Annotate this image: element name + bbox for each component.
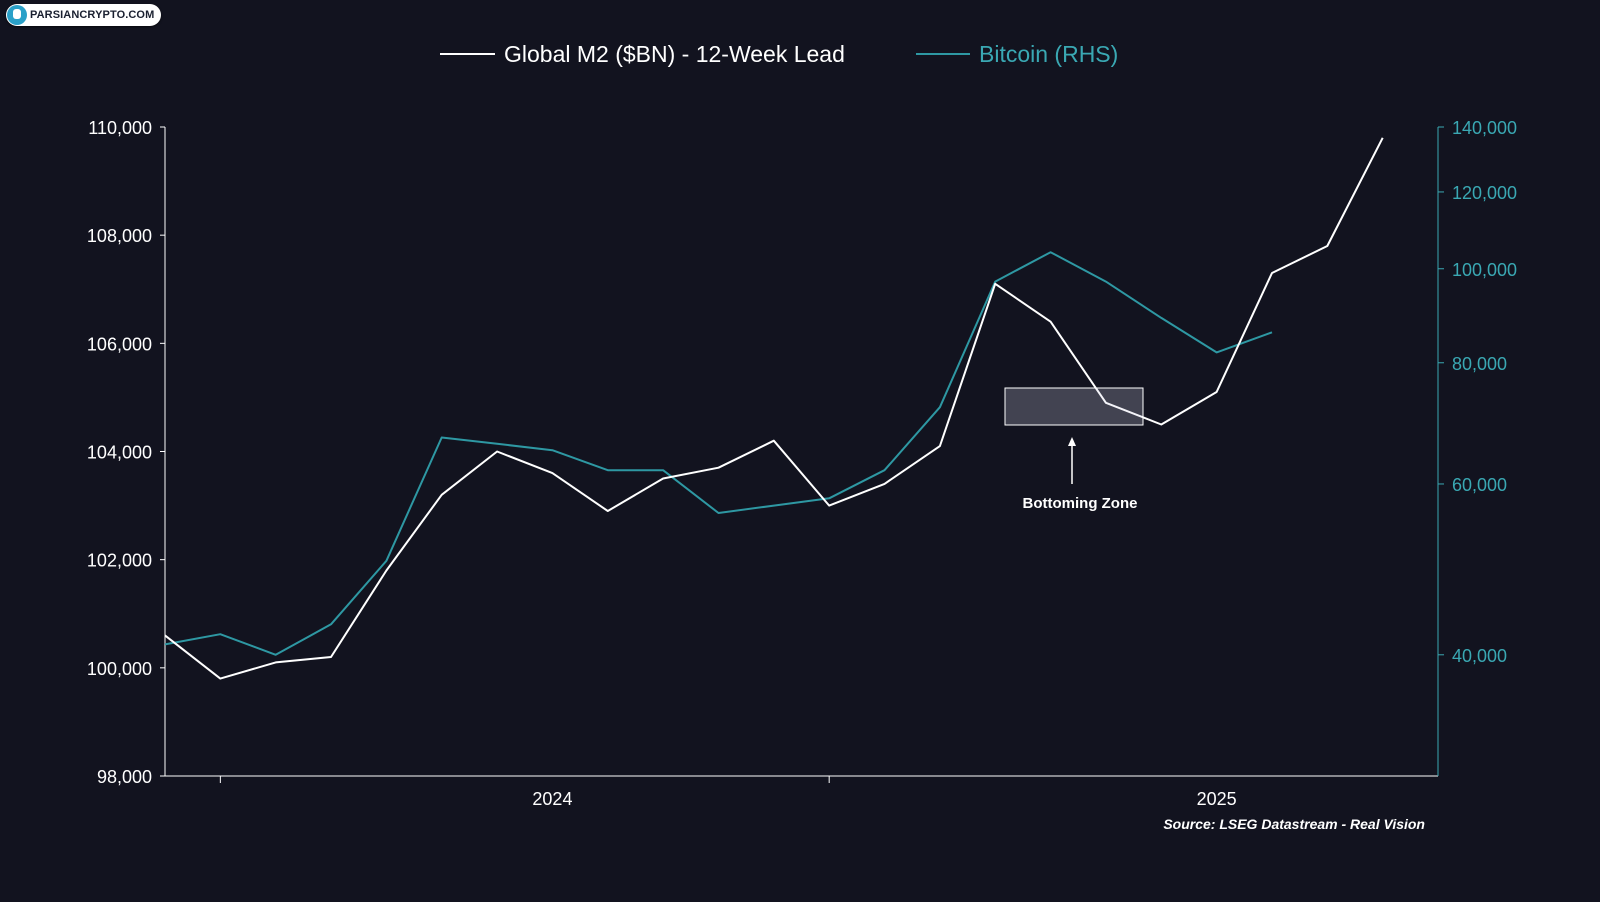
left-axis-tick-label: 106,000 [87, 334, 152, 354]
left-axis-tick-label: 100,000 [87, 659, 152, 679]
source-note: Source: LSEG Datastream - Real Vision [1163, 816, 1425, 832]
right-axis-tick-label: 60,000 [1452, 475, 1507, 495]
left-axis-tick-label: 98,000 [97, 767, 152, 787]
x-axis-ticks: 2024 2025 [219, 776, 1237, 809]
bottoming-zone-box [1004, 387, 1144, 426]
left-axis-tick-label: 110,000 [88, 118, 152, 138]
logo-text: PARSIANCRYPTO.COM [30, 9, 155, 21]
right-axis-tick-label: 140,000 [1452, 118, 1517, 138]
logo-icon [7, 5, 27, 25]
x-axis-tick-label: 2024 [532, 789, 572, 809]
right-axis-tick-label: 80,000 [1452, 354, 1507, 374]
series-line-global-m2 [164, 137, 1384, 680]
right-axis-tick-label: 120,000 [1452, 183, 1517, 203]
bottoming-zone-label: Bottoming Zone [1023, 495, 1138, 512]
left-axis-tick-label: 104,000 [87, 443, 152, 463]
left-axis-tick-label: 102,000 [87, 551, 152, 571]
arrow-head [1068, 437, 1076, 446]
right-axis-tick-label: 40,000 [1452, 646, 1507, 666]
legend-label-btc: Bitcoin (RHS) [979, 41, 1118, 67]
left-axis-ticks: 98,000 100,000 102,000 104,000 106,000 108,00… [87, 118, 165, 787]
right-axis-tick-label: 100,000 [1452, 260, 1517, 280]
site-logo: PARSIANCRYPTO.COM [6, 4, 162, 26]
x-axis-tick-label: 2025 [1197, 789, 1237, 809]
legend-label-m2: Global M2 ($BN) - 12-Week Lead [504, 41, 845, 67]
series-line-bitcoin [164, 251, 1273, 656]
right-axis-ticks: 40,000 60,000 80,000 100,000 120,000 140,000 [1438, 118, 1517, 666]
left-axis-tick-label: 108,000 [87, 226, 152, 246]
